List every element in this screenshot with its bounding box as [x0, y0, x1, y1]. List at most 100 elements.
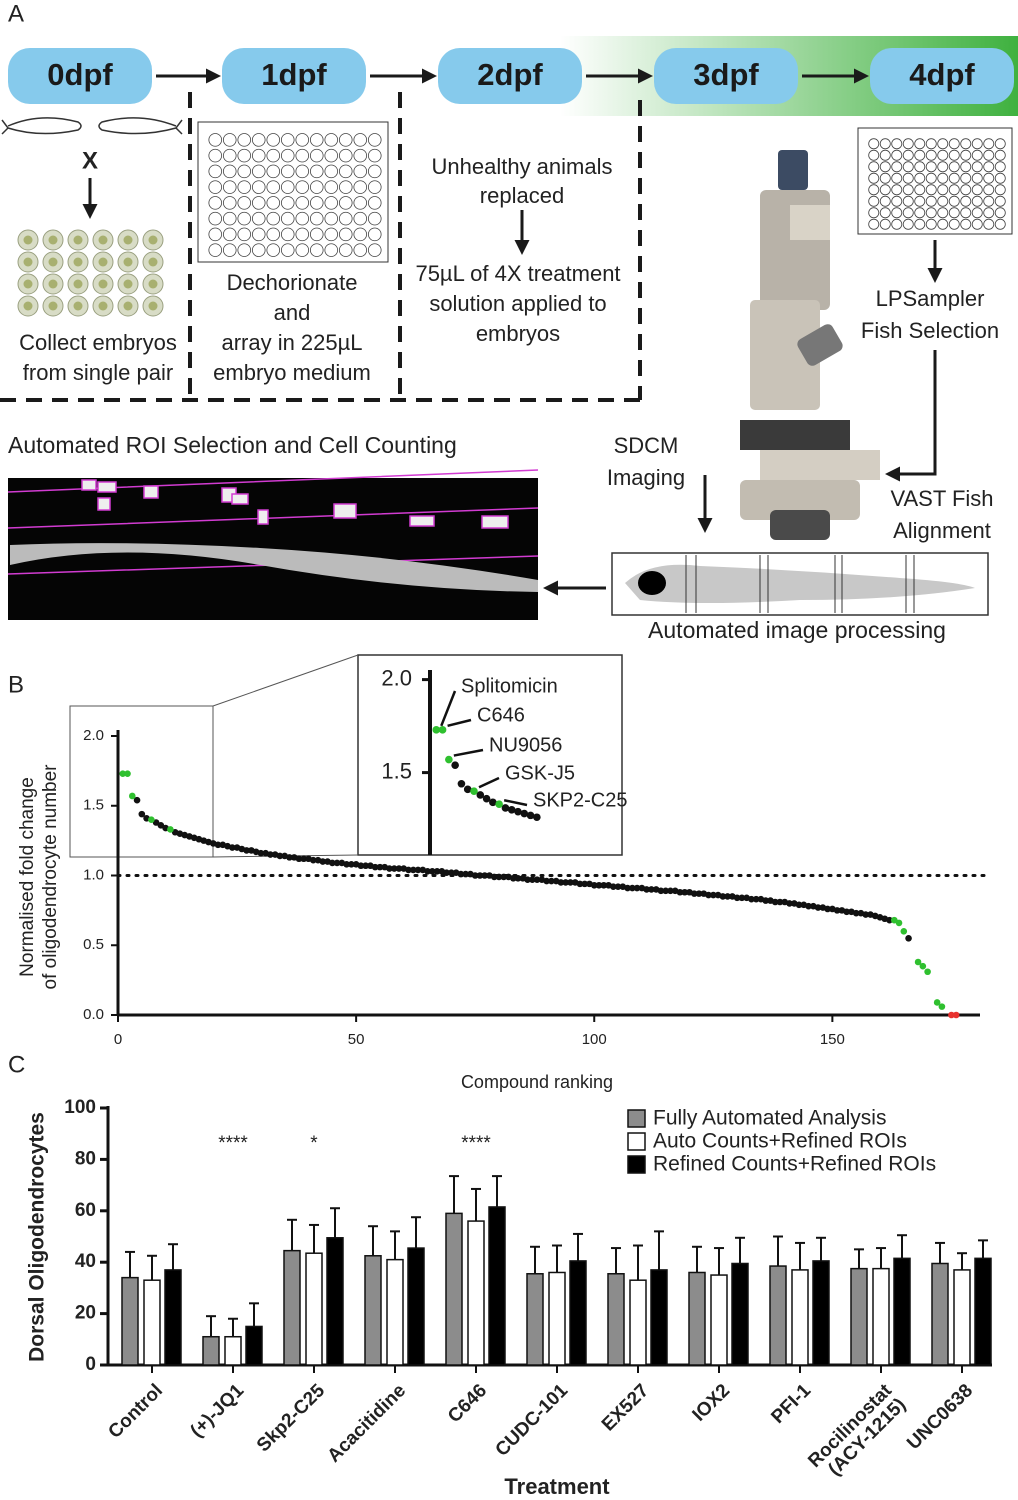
- data-point: [390, 865, 398, 872]
- data-point: [567, 879, 574, 886]
- embryo-yolk: [23, 301, 33, 311]
- well: [251, 164, 266, 179]
- bar: [245, 1325, 263, 1366]
- well: [960, 195, 972, 207]
- zoom-lines: [212, 654, 359, 858]
- embryo-yolk: [123, 279, 133, 289]
- data-point: [948, 1011, 955, 1019]
- well: [914, 161, 926, 173]
- well: [879, 149, 891, 161]
- well: [324, 133, 339, 147]
- step-text: array in 225µL: [221, 330, 362, 355]
- well: [266, 148, 281, 163]
- well: [960, 161, 972, 173]
- well: [914, 149, 926, 161]
- data-point: [405, 866, 412, 874]
- step-text: 75µL of 4X treatment: [415, 261, 620, 286]
- inset-point: [501, 804, 510, 812]
- inset-frame: [357, 654, 623, 856]
- well: [868, 138, 880, 150]
- well: [868, 207, 880, 219]
- step-text: embryo medium: [213, 360, 371, 385]
- data-point: [890, 916, 898, 924]
- well: [879, 184, 891, 196]
- annotation-leader: [453, 748, 484, 757]
- y-tick-label: 0.5: [83, 936, 104, 953]
- well: [280, 196, 295, 210]
- well: [266, 180, 281, 194]
- bar: [688, 1271, 706, 1366]
- well: [868, 149, 880, 161]
- data-point: [614, 883, 622, 890]
- embryo-yolk: [73, 235, 83, 245]
- data-point: [138, 810, 146, 818]
- well: [902, 161, 914, 173]
- step-text: Collect embryos: [19, 330, 177, 355]
- well: [868, 218, 880, 230]
- well: [309, 148, 324, 163]
- well: [309, 164, 324, 179]
- well: [971, 218, 983, 230]
- well: [367, 243, 382, 257]
- well: [222, 133, 237, 147]
- inset-point: [495, 800, 503, 809]
- step-text: Imaging: [607, 465, 685, 490]
- data-point: [433, 868, 441, 875]
- data-point: [543, 877, 550, 885]
- well: [266, 243, 281, 257]
- bar: [931, 1262, 949, 1366]
- dashed-dividers: [0, 92, 642, 402]
- well: [937, 172, 949, 184]
- well: [237, 133, 252, 147]
- well: [925, 172, 937, 184]
- well: [925, 195, 937, 207]
- bar: [731, 1262, 749, 1366]
- well: [266, 196, 281, 210]
- data-point: [228, 844, 236, 851]
- well: [948, 138, 960, 150]
- image-caption: Automated image processing: [648, 617, 946, 643]
- data-point: [348, 861, 355, 868]
- legend-label: Fully Automated Analysis: [653, 1107, 886, 1130]
- stage-label: 0dpf: [47, 57, 113, 92]
- image-title: Automated ROI Selection and Cell Countin…: [8, 432, 457, 458]
- well: [971, 161, 983, 173]
- data-point: [738, 894, 746, 902]
- data-point: [329, 859, 336, 867]
- data-point: [900, 928, 908, 935]
- well: [251, 180, 266, 194]
- well: [295, 164, 310, 179]
- x-axis-label: Treatment: [504, 1474, 610, 1499]
- embryo-yolk: [73, 257, 83, 267]
- data-point: [924, 968, 931, 976]
- well: [222, 243, 237, 257]
- well: [937, 161, 949, 173]
- embryo-yolk: [148, 257, 158, 267]
- well: [914, 195, 926, 207]
- data-point: [514, 874, 522, 882]
- data-point: [814, 904, 822, 911]
- y-axis-label: of oligodendrocyte number: [40, 764, 61, 990]
- data-point: [805, 902, 812, 910]
- well: [295, 180, 310, 194]
- data-point: [357, 862, 365, 870]
- y-tick-label: 1.5: [83, 797, 104, 814]
- data-point: [548, 877, 555, 885]
- bar: [445, 1212, 463, 1366]
- data-point: [214, 841, 222, 849]
- well: [937, 184, 949, 196]
- bar: [364, 1255, 382, 1366]
- data-point: [581, 880, 589, 888]
- data-point: [371, 863, 379, 871]
- data-point: [762, 897, 769, 904]
- well: [937, 138, 949, 150]
- well: [237, 243, 252, 257]
- well: [879, 172, 891, 184]
- well: [971, 207, 983, 219]
- embryo-yolk: [48, 257, 58, 267]
- well: [353, 133, 368, 147]
- data-point: [309, 856, 317, 864]
- well: [295, 243, 310, 257]
- x-tick-label: Skp2-C25: [253, 1380, 329, 1456]
- well: [266, 133, 281, 147]
